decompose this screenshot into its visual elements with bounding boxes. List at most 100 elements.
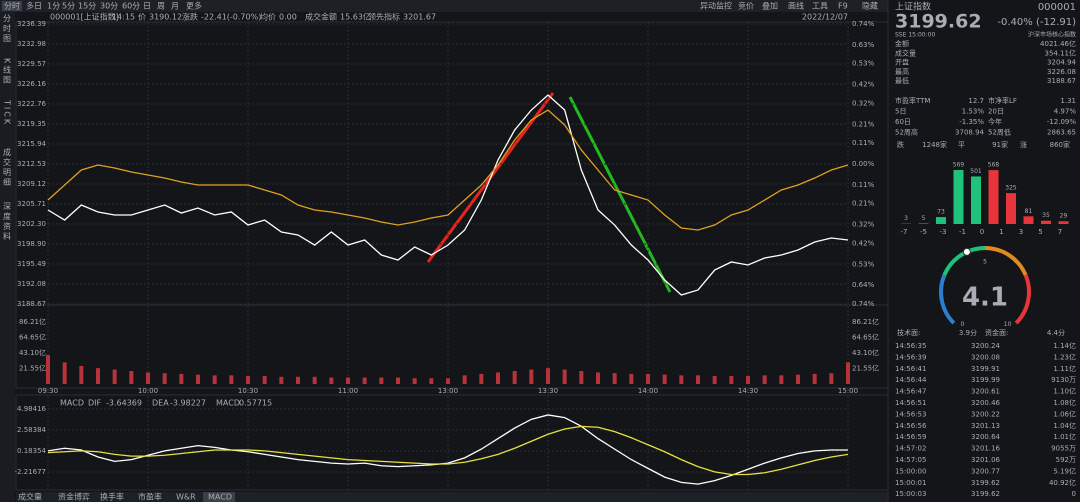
volume-bar (812, 373, 817, 384)
tick-price: 3200.77 (971, 467, 1000, 475)
volume-bar (646, 373, 650, 384)
volume-tick-label: 43.10亿 (852, 348, 879, 357)
breadth-label: 跌 (897, 140, 904, 149)
score-label: 技术面: (897, 328, 920, 337)
quote-price: 3199.62 (895, 11, 982, 33)
side-tab[interactable]: TICK (3, 99, 12, 126)
y-tick-label: 3198.90 (17, 240, 46, 248)
toolbar-tab[interactable]: 更多 (186, 1, 202, 11)
tick-volume: 9130万 (1051, 376, 1076, 384)
y-tick-label: 3202.30 (17, 220, 46, 228)
y2-tick-label: 0.53% (852, 260, 875, 268)
toolbar-tab[interactable]: 多日 (26, 1, 42, 11)
tick-volume: 1.14亿 (1053, 341, 1076, 350)
volume-bar (262, 376, 267, 384)
toolbar-tab[interactable]: 1分 (47, 2, 60, 11)
breadth-bar-label: 81 (1025, 208, 1033, 215)
tick-time: 15:00:00 (895, 467, 926, 475)
toolbar-tab[interactable]: 5分 (62, 2, 75, 11)
toolbar-tool[interactable]: 隐藏 (862, 1, 878, 11)
toolbar-tab[interactable]: 日 (143, 2, 151, 11)
breadth-bar (1041, 220, 1051, 224)
volume-bar (79, 365, 84, 384)
series-line (47, 425, 849, 476)
toolbar-tool[interactable]: 画线 (788, 1, 804, 11)
tick-price: 3199.91 (971, 365, 1000, 373)
stat-label: 金额 (895, 39, 909, 48)
tick-volume: 9055万 (1051, 445, 1076, 453)
tick-price: 3199.62 (971, 490, 1000, 498)
info-label: 价 (138, 13, 146, 22)
toolbar-tab[interactable]: 15分 (78, 2, 96, 11)
toolbar-tab[interactable]: 60分 (122, 2, 140, 11)
info-time: 14:15 (112, 13, 135, 22)
y-tick-label: 3229.57 (17, 60, 46, 68)
stat-value: 354.11亿 (1045, 48, 1077, 57)
gauge-arc (984, 246, 1028, 276)
volume-bar (679, 375, 684, 384)
series-line (47, 109, 849, 231)
breadth-value: 1248家 (922, 140, 947, 149)
tick-volume: 0 (1072, 490, 1076, 498)
breadth-bar-label: 568 (988, 162, 1000, 169)
tick-volume: 40.92亿 (1049, 478, 1076, 487)
breadth-axis-label: 0 (980, 228, 984, 236)
macd-legend-label: DIF (88, 399, 102, 408)
y2-tick-label: 0.42% (852, 239, 875, 247)
macd-tick-label: 0.18354 (17, 447, 46, 455)
side-tab[interactable]: 分时图 (3, 14, 12, 44)
bottom-tab[interactable]: 资金博弈 (58, 492, 90, 502)
breadth-bar-label: 29 (1060, 213, 1068, 220)
y2-tick-label: 0.00% (852, 160, 875, 168)
y-tick-label: 3226.16 (17, 80, 46, 88)
toolbar-tool[interactable]: F9 (838, 2, 848, 11)
macd-legend-value: -3.64369 (106, 399, 142, 408)
side-tab[interactable]: 深度资料 (3, 202, 12, 242)
volume-bar (96, 368, 100, 384)
volume-bar (212, 375, 217, 384)
pair-label: 52周低 (988, 128, 1011, 137)
macd-tick-label: -2.21677 (15, 468, 46, 476)
quote-name: 上证指数 (895, 1, 931, 13)
side-tab[interactable]: K线图 (3, 58, 12, 85)
volume-bar (562, 369, 567, 384)
bottom-tab[interactable]: 市盈率 (138, 492, 162, 502)
x-tick-label: 14:00 (638, 387, 658, 395)
pair-label: 20日 (988, 108, 1004, 116)
toolbar-tab[interactable]: 月 (171, 2, 179, 11)
bottom-tab[interactable]: 换手率 (100, 492, 124, 502)
tick-time: 15:00:01 (895, 479, 926, 487)
toolbar-tool[interactable]: 工具 (812, 2, 828, 11)
breadth-axis-label: 5 (1038, 228, 1042, 236)
toolbar-tool[interactable]: 竞价 (738, 1, 754, 11)
toolbar-tab[interactable]: 30分 (100, 2, 118, 11)
stat-value: 3226.08 (1047, 68, 1076, 76)
info-value: 3190.12 (149, 13, 182, 22)
tick-time: 14:56:39 (895, 353, 926, 361)
macd-legend-label: DEA (152, 399, 169, 408)
side-tab[interactable]: 成交明细 (3, 147, 12, 188)
breadth-bar (988, 170, 999, 224)
breadth-bar-label: 3 (904, 215, 908, 222)
breadth-axis-label: 1 (999, 228, 1003, 236)
bottom-tab[interactable]: MACD (208, 493, 232, 502)
breadth-bar-label: 5 (922, 215, 926, 222)
stat-label: 开盘 (895, 58, 909, 67)
volume-bar (329, 377, 334, 384)
bottom-tab[interactable]: 成交量 (18, 492, 42, 502)
volume-bar (762, 375, 767, 384)
y2-tick-label: 0.53% (852, 60, 875, 68)
info-value: 3201.67 (403, 13, 436, 22)
macd-legend-label: MACD (216, 399, 240, 408)
toolbar-tab[interactable]: 分时 (4, 1, 20, 11)
toolbar-tool[interactable]: 叠加 (762, 1, 778, 11)
bottom-tab[interactable]: W&R (176, 493, 196, 502)
volume-bar (696, 375, 700, 384)
info-value: -22.41(-0.70%) (201, 13, 261, 22)
toolbar-tool[interactable]: 异动监控 (700, 1, 732, 11)
toolbar-tab[interactable]: 周 (157, 2, 165, 11)
y2-tick-label: 0.74% (852, 20, 875, 28)
volume-tick-label: 21.55亿 (19, 363, 46, 372)
volume-bar (529, 369, 534, 384)
stat-value: 3188.67 (1047, 77, 1076, 85)
